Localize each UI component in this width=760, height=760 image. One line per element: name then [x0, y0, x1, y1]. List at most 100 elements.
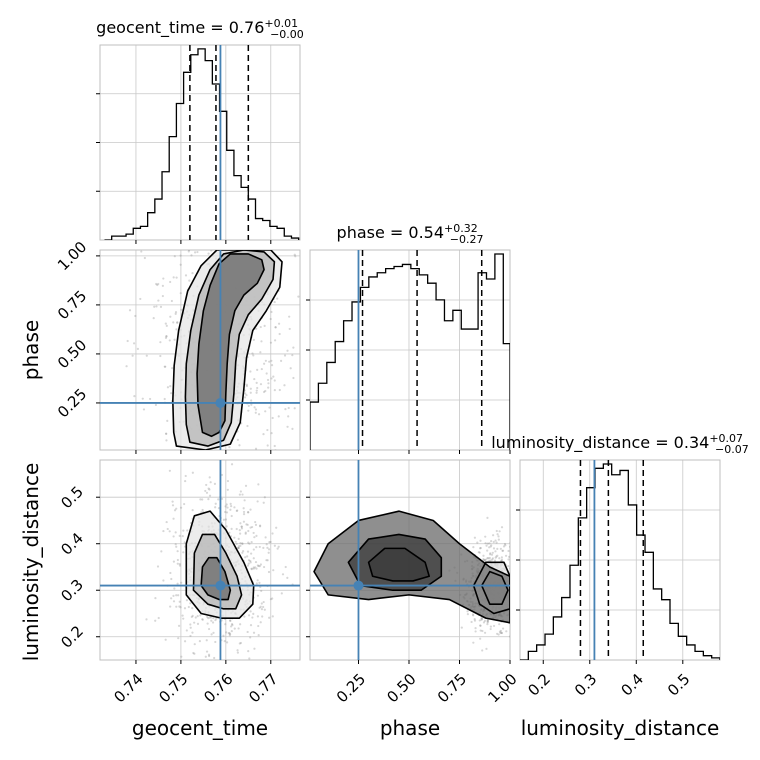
s21-sample-dot	[511, 578, 513, 580]
s10-sample-dot	[311, 334, 313, 336]
s20-sample-dot	[228, 619, 232, 622]
s10-sample-dot	[214, 463, 216, 465]
s10-sample-dot	[297, 295, 300, 298]
s10-contour-line	[172, 250, 283, 450]
s10-sample-dot	[145, 354, 148, 357]
s20-sample-dot	[183, 541, 186, 544]
s20-sample-dot	[239, 623, 242, 626]
s21-sample-dot	[508, 555, 510, 558]
s21-sample-dot	[495, 529, 498, 533]
s10-density-fill	[197, 253, 265, 437]
s20-sample-dot	[256, 500, 259, 503]
s10-density-group	[125, 161, 327, 518]
s20-sample-dot	[239, 544, 242, 548]
s21-sample-dot	[486, 621, 489, 624]
s10-sample-dot	[244, 246, 246, 248]
s20-truth-marker	[215, 580, 226, 591]
s20-sample-dot	[182, 617, 185, 620]
s21-sample-dot	[517, 611, 519, 613]
s20-sample-dot	[229, 502, 232, 505]
s20-sample-dot	[252, 531, 255, 535]
s21-contour-line	[313, 510, 510, 624]
s10-sample-dot	[241, 463, 243, 465]
s21-sample-dot	[488, 559, 491, 562]
s21-contour-line	[347, 533, 443, 592]
s20-sample-dot	[177, 624, 181, 627]
s10-sample-dot	[269, 341, 273, 344]
s20-sample-dot	[191, 631, 194, 634]
s21-sample-dot	[516, 589, 518, 591]
s20-sample-dot	[241, 493, 244, 496]
s10-sample-dot	[288, 327, 291, 331]
s21-sample-dot	[511, 576, 513, 578]
s20-sample-dot	[189, 623, 192, 626]
s10-sample-dot	[188, 241, 190, 243]
s10-sample-dot	[171, 172, 173, 174]
s20-sample-dot	[189, 634, 192, 638]
s10-sample-dot	[163, 397, 166, 401]
s20-sample-dot	[157, 616, 160, 620]
s20-sample-dot	[224, 505, 227, 508]
s20-sample-dot	[222, 634, 225, 637]
s21-frame	[309, 459, 511, 661]
s10-sample-dot	[293, 516, 295, 518]
s10-sample-dot	[217, 452, 219, 454]
s10-sample-dot	[209, 228, 211, 230]
s20-sample-dot	[175, 545, 178, 548]
s21-sample-dot	[515, 608, 517, 610]
s20-sample-dot	[230, 463, 234, 466]
s20-sample-dot	[267, 570, 271, 574]
s21-sample-dot	[498, 530, 501, 533]
s20-sample-dot	[175, 594, 178, 597]
s21-xtick-label: 1.00	[484, 670, 520, 706]
s10-sample-dot	[243, 396, 247, 399]
s20-sample-dot	[204, 489, 207, 493]
s10-sample-dot	[251, 245, 253, 247]
s21-density-fill	[368, 548, 430, 581]
s20-sample-dot	[233, 506, 236, 509]
s20-sample-dot	[179, 606, 182, 609]
s21-sample-dot	[474, 626, 477, 630]
s21-sample-dot	[534, 607, 536, 609]
s10-sample-dot	[204, 468, 206, 470]
s10-sample-dot	[311, 405, 313, 407]
s10-sample-dot	[170, 392, 173, 395]
s10-sample-dot	[325, 307, 327, 309]
s20-sample-dot	[249, 559, 252, 563]
s20-sample-dot	[169, 605, 172, 608]
s10-sample-dot	[188, 279, 191, 282]
s21-xtick-label: 0.50	[383, 670, 419, 706]
s10-sample-dot	[201, 161, 203, 163]
s10-sample-dot	[266, 231, 268, 233]
s20-sample-dot	[260, 602, 263, 605]
s10-sample-dot	[271, 416, 274, 420]
s20-sample-dot	[247, 529, 250, 533]
s21-sample-dot	[499, 629, 502, 632]
s21-sample-dot	[489, 625, 492, 628]
s10-sample-dot	[136, 347, 140, 350]
s20-sample-dot	[220, 473, 224, 477]
s20-sample-dot	[277, 545, 280, 548]
s21-sample-dot	[525, 582, 527, 584]
s20-sample-dot	[194, 616, 197, 619]
s21-sample-dot	[504, 554, 508, 557]
s20-sample-dot	[253, 647, 256, 650]
s10-sample-dot	[259, 325, 262, 329]
s21-sample-dot	[486, 620, 489, 623]
s10-sample-dot	[307, 462, 309, 464]
s20-sample-dot	[183, 607, 187, 610]
s20-sample-dot	[250, 552, 253, 555]
s20-sample-dot	[214, 662, 216, 664]
s21-sample-dot	[485, 544, 488, 547]
s20-sample-dot	[252, 548, 255, 551]
s10-sample-dot	[283, 384, 286, 387]
s10-sample-dot	[251, 352, 254, 355]
s10-sample-dot	[313, 454, 315, 456]
s20-sample-dot	[258, 545, 261, 549]
s20-sample-dot	[196, 622, 200, 625]
s21-sample-dot	[479, 546, 482, 550]
s20-sample-dot	[240, 527, 244, 530]
s21-sample-dot	[482, 554, 485, 557]
s10-sample-dot	[260, 367, 263, 371]
title-sub: −0.27	[450, 233, 484, 246]
